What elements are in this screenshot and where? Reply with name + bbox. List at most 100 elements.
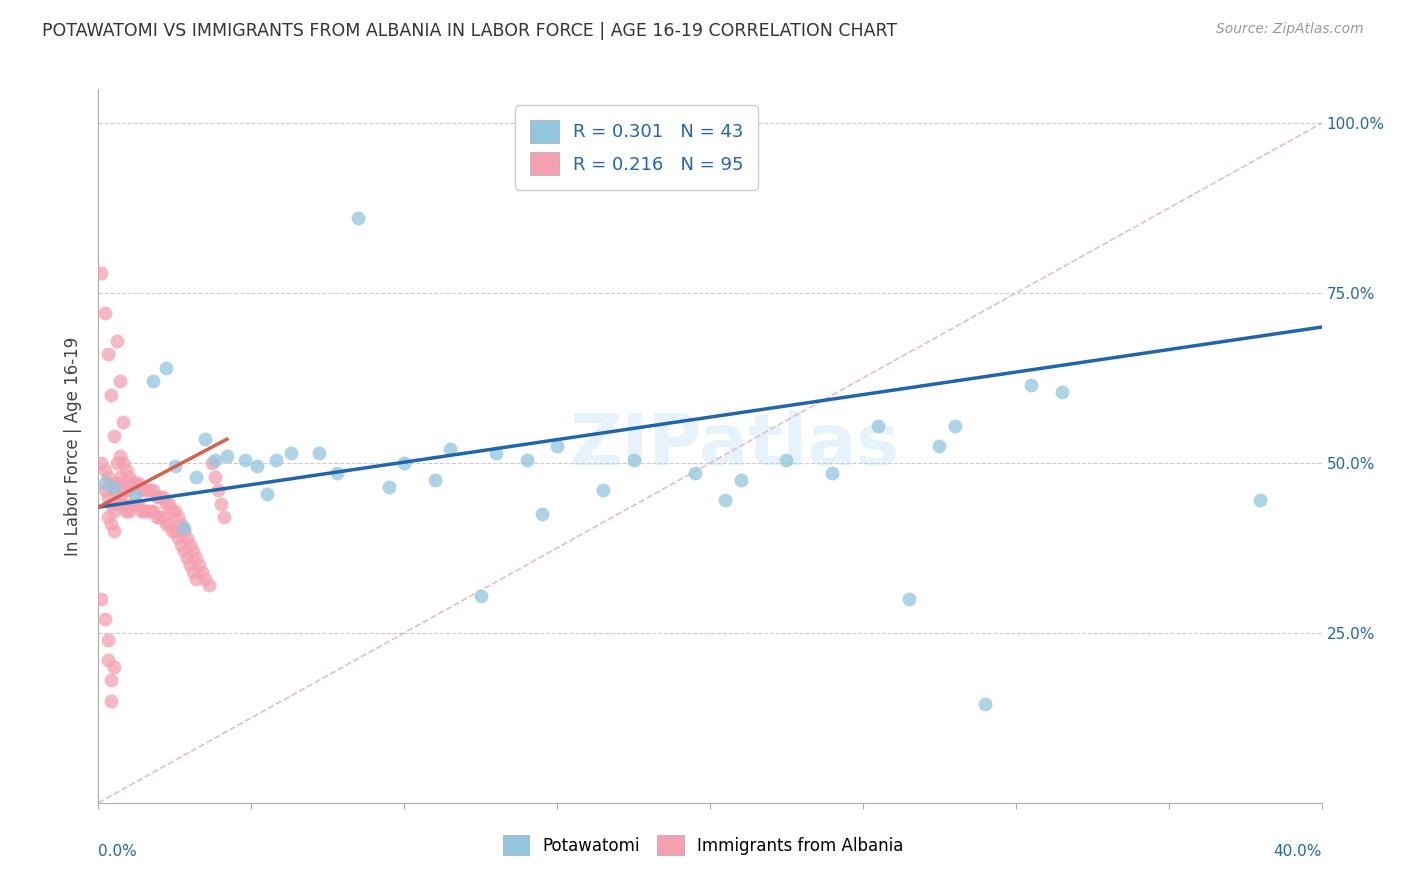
Point [173, 524, 195, 538]
Point [93, 476, 115, 491]
Point [714, 493, 737, 508]
Point [115, 463, 138, 477]
Point [173, 520, 195, 534]
Point [100, 497, 122, 511]
Point [139, 503, 162, 517]
Point [1050, 384, 1073, 399]
Point [308, 446, 330, 460]
Point [179, 558, 201, 572]
Point [97, 490, 120, 504]
Point [209, 497, 232, 511]
Point [197, 578, 219, 592]
Point [194, 432, 217, 446]
Point [124, 486, 146, 500]
Point [204, 452, 226, 467]
Point [516, 452, 538, 467]
Point [100, 694, 122, 708]
Point [546, 439, 568, 453]
Point [103, 660, 125, 674]
Point [181, 565, 204, 579]
Point [149, 510, 172, 524]
Point [155, 517, 177, 532]
Point [730, 473, 752, 487]
Point [142, 375, 165, 389]
Point [105, 334, 128, 348]
Point [103, 480, 125, 494]
Point [378, 480, 401, 494]
Point [93, 483, 115, 498]
Point [105, 456, 128, 470]
Y-axis label: In Labor Force | Age 16-19: In Labor Force | Age 16-19 [65, 336, 83, 556]
Point [207, 483, 229, 498]
Point [129, 483, 152, 498]
Point [103, 483, 125, 498]
Text: 0.0%: 0.0% [98, 845, 138, 859]
Point [186, 572, 208, 586]
Point [100, 517, 122, 532]
Point [136, 483, 159, 498]
Point [163, 524, 186, 538]
Point [188, 558, 211, 572]
Point [176, 531, 198, 545]
Point [118, 503, 141, 517]
Point [111, 415, 134, 429]
Point [423, 473, 446, 487]
Point [93, 306, 115, 320]
Point [105, 476, 128, 491]
Point [470, 589, 492, 603]
Point [97, 510, 120, 524]
Point [129, 503, 152, 517]
Point [683, 466, 706, 480]
Point [121, 497, 143, 511]
Point [191, 565, 214, 579]
Point [142, 503, 165, 517]
Point [93, 612, 115, 626]
Point [623, 452, 645, 467]
Text: POTAWATOMI VS IMMIGRANTS FROM ALBANIA IN LABOR FORCE | AGE 16-19 CORRELATION CHA: POTAWATOMI VS IMMIGRANTS FROM ALBANIA IN… [42, 22, 897, 40]
Point [108, 375, 131, 389]
Point [97, 632, 120, 647]
Point [100, 673, 122, 688]
Point [127, 476, 149, 491]
Text: Source: ZipAtlas.com: Source: ZipAtlas.com [1216, 22, 1364, 37]
Point [280, 446, 302, 460]
Point [167, 531, 190, 545]
Point [152, 490, 174, 504]
Point [142, 483, 165, 498]
Point [821, 466, 844, 480]
Point [943, 418, 966, 433]
Point [1019, 377, 1042, 392]
Point [160, 524, 183, 538]
Point [149, 490, 172, 504]
Point [118, 469, 141, 483]
Point [157, 497, 180, 511]
Point [212, 510, 235, 524]
Point [155, 497, 177, 511]
Point [775, 452, 797, 467]
Point [152, 510, 174, 524]
Point [530, 507, 553, 521]
Point [439, 442, 461, 457]
Point [108, 449, 131, 463]
Point [90, 591, 112, 606]
Point [97, 347, 120, 361]
Point [105, 497, 128, 511]
Point [264, 452, 287, 467]
Point [347, 211, 370, 226]
Point [134, 503, 156, 517]
Point [97, 469, 120, 483]
Point [215, 449, 238, 463]
Text: 40.0%: 40.0% [1274, 845, 1322, 859]
Point [167, 510, 190, 524]
Point [186, 469, 208, 483]
Point [115, 483, 138, 498]
Point [181, 544, 204, 558]
Point [108, 490, 131, 504]
Point [186, 551, 208, 566]
Point [115, 503, 138, 517]
Point [974, 698, 997, 712]
Point [124, 497, 146, 511]
Point [179, 537, 201, 551]
Point [485, 446, 508, 460]
Point [176, 551, 198, 566]
